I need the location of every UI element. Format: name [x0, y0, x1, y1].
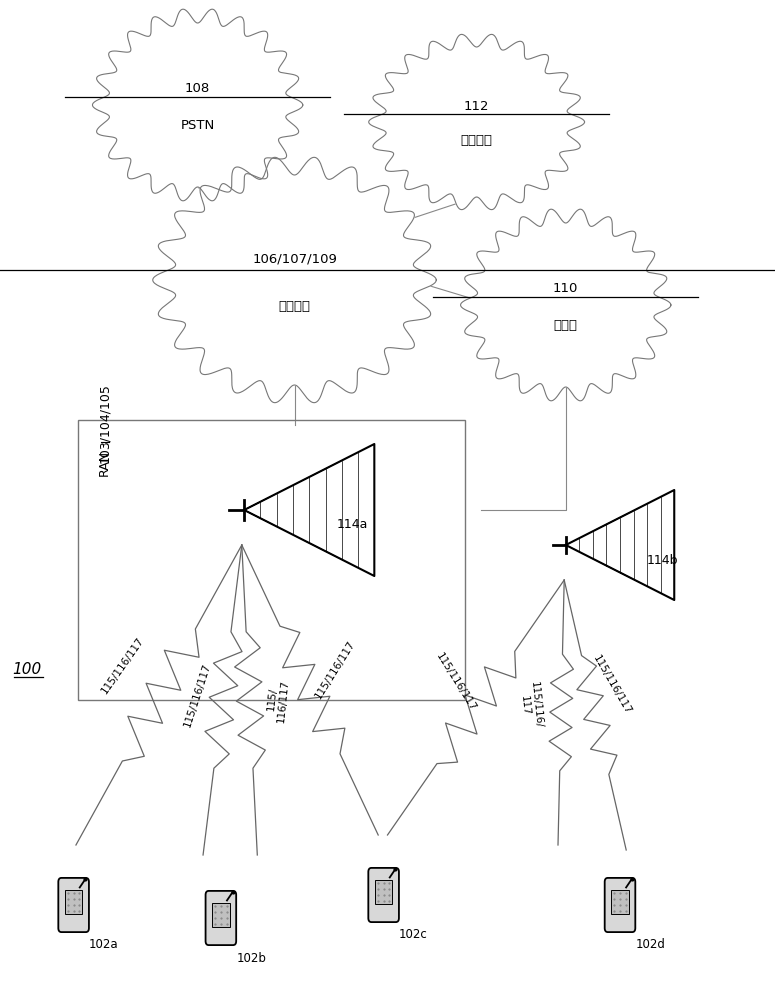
Bar [65, 890, 82, 914]
Polygon shape [369, 34, 584, 210]
Text: 106/107/109: 106/107/109 [252, 252, 337, 265]
Text: 114a: 114a [337, 518, 368, 532]
Text: 103/104/105: 103/104/105 [98, 383, 111, 463]
Text: 102a: 102a [89, 938, 119, 951]
FancyBboxPatch shape [368, 868, 399, 922]
Text: 114b: 114b [647, 554, 679, 566]
FancyBboxPatch shape [205, 891, 236, 945]
Text: 102c: 102c [399, 928, 428, 941]
Polygon shape [244, 444, 374, 576]
Text: 112: 112 [464, 101, 489, 113]
FancyBboxPatch shape [58, 878, 89, 932]
Text: 115/116/117: 115/116/117 [183, 662, 212, 728]
Polygon shape [566, 490, 674, 600]
Polygon shape [92, 9, 303, 201]
Text: PSTN: PSTN [181, 119, 215, 132]
Text: 115/116/
117: 115/116/ 117 [518, 681, 544, 729]
Text: 115/116/117: 115/116/117 [591, 654, 633, 716]
Text: 100: 100 [12, 662, 42, 678]
Text: 其他网络: 其他网络 [460, 134, 493, 147]
Text: 102d: 102d [636, 938, 666, 951]
Text: 因特网: 因特网 [554, 319, 577, 332]
Text: 115/116/117: 115/116/117 [434, 651, 477, 713]
Text: 108: 108 [185, 82, 210, 95]
Polygon shape [460, 209, 671, 401]
Bar [212, 903, 229, 927]
Text: 115/
116/117: 115/ 116/117 [264, 677, 291, 723]
Bar [78, 420, 465, 700]
Text: 核心网络: 核心网络 [278, 300, 311, 313]
Text: 115/116/117: 115/116/117 [313, 639, 356, 701]
Bar [611, 890, 629, 914]
FancyBboxPatch shape [604, 878, 636, 932]
Text: RAN: RAN [98, 450, 111, 476]
Text: 115/116/117: 115/116/117 [99, 635, 146, 695]
Text: 102b: 102b [236, 952, 267, 965]
Text: 110: 110 [553, 282, 578, 295]
Polygon shape [153, 157, 436, 403]
Bar [375, 880, 392, 904]
